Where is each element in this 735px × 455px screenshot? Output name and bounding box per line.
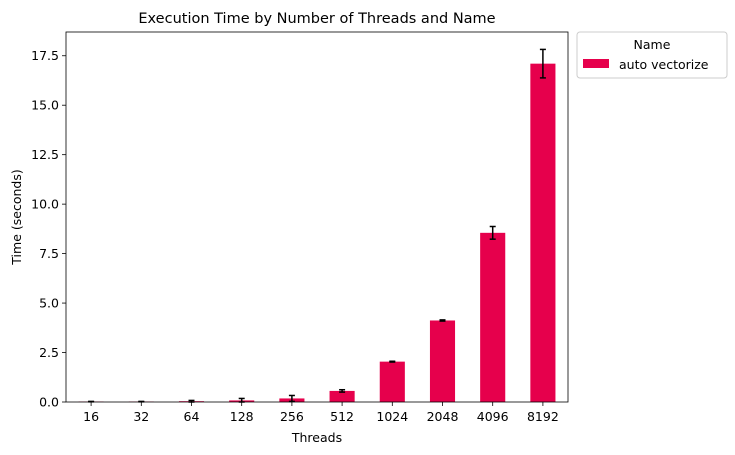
y-tick-label-2.5: 2.5 bbox=[39, 345, 59, 360]
y-tick-label-17.5: 17.5 bbox=[31, 48, 59, 63]
y-tick-label-5.0: 5.0 bbox=[39, 296, 59, 311]
error-bar-8192 bbox=[539, 48, 546, 79]
bar-8192 bbox=[530, 63, 556, 403]
bar-1024 bbox=[379, 361, 405, 402]
error-bar-4096 bbox=[489, 225, 496, 240]
x-tick-label-1024: 1024 bbox=[376, 409, 408, 424]
chart-title: Execution Time by Number of Threads and … bbox=[138, 11, 495, 27]
x-tick-label-4096: 4096 bbox=[477, 409, 509, 424]
y-tick-label-12.5: 12.5 bbox=[31, 147, 59, 162]
bar-4096 bbox=[480, 232, 506, 402]
x-tick-label-2048: 2048 bbox=[427, 409, 459, 424]
y-tick-label-7.5: 7.5 bbox=[39, 246, 59, 261]
y-axis: 0.0 2.5 5.0 7.5 10.0 12.5 15.0 17.5 bbox=[31, 48, 66, 410]
error-bars-group bbox=[88, 48, 546, 403]
bars-group bbox=[78, 63, 556, 403]
plot-area-frame bbox=[65, 31, 569, 403]
legend-label: auto vectorize bbox=[619, 57, 709, 72]
y-tick-label-10.0: 10.0 bbox=[31, 197, 59, 212]
legend-title: Name bbox=[634, 37, 671, 52]
legend-swatch bbox=[583, 59, 609, 68]
y-axis-label: Time (seconds) bbox=[9, 169, 24, 265]
x-tick-label-256: 256 bbox=[280, 409, 304, 424]
error-bar-512 bbox=[339, 388, 346, 393]
error-bar-2048 bbox=[439, 319, 446, 322]
x-tick-label-32: 32 bbox=[133, 409, 149, 424]
error-bar-128 bbox=[238, 397, 245, 403]
bar-512 bbox=[329, 390, 355, 402]
x-tick-label-128: 128 bbox=[230, 409, 254, 424]
error-bar-256 bbox=[288, 394, 295, 403]
legend: Name auto vectorize bbox=[576, 31, 728, 79]
y-tick-label-15.0: 15.0 bbox=[31, 98, 59, 113]
x-axis: 16 32 64 128 256 512 1024 2048 4096 8192 bbox=[83, 402, 559, 424]
x-tick-label-64: 64 bbox=[184, 409, 200, 424]
bar-2048 bbox=[429, 320, 456, 402]
x-tick-label-512: 512 bbox=[330, 409, 354, 424]
x-tick-label-8192: 8192 bbox=[527, 409, 559, 424]
x-axis-label: Threads bbox=[291, 430, 342, 445]
x-tick-label-16: 16 bbox=[83, 409, 99, 424]
error-bar-1024 bbox=[389, 360, 396, 363]
legend-frame bbox=[576, 31, 728, 79]
y-tick-label-0.0: 0.0 bbox=[39, 395, 59, 410]
